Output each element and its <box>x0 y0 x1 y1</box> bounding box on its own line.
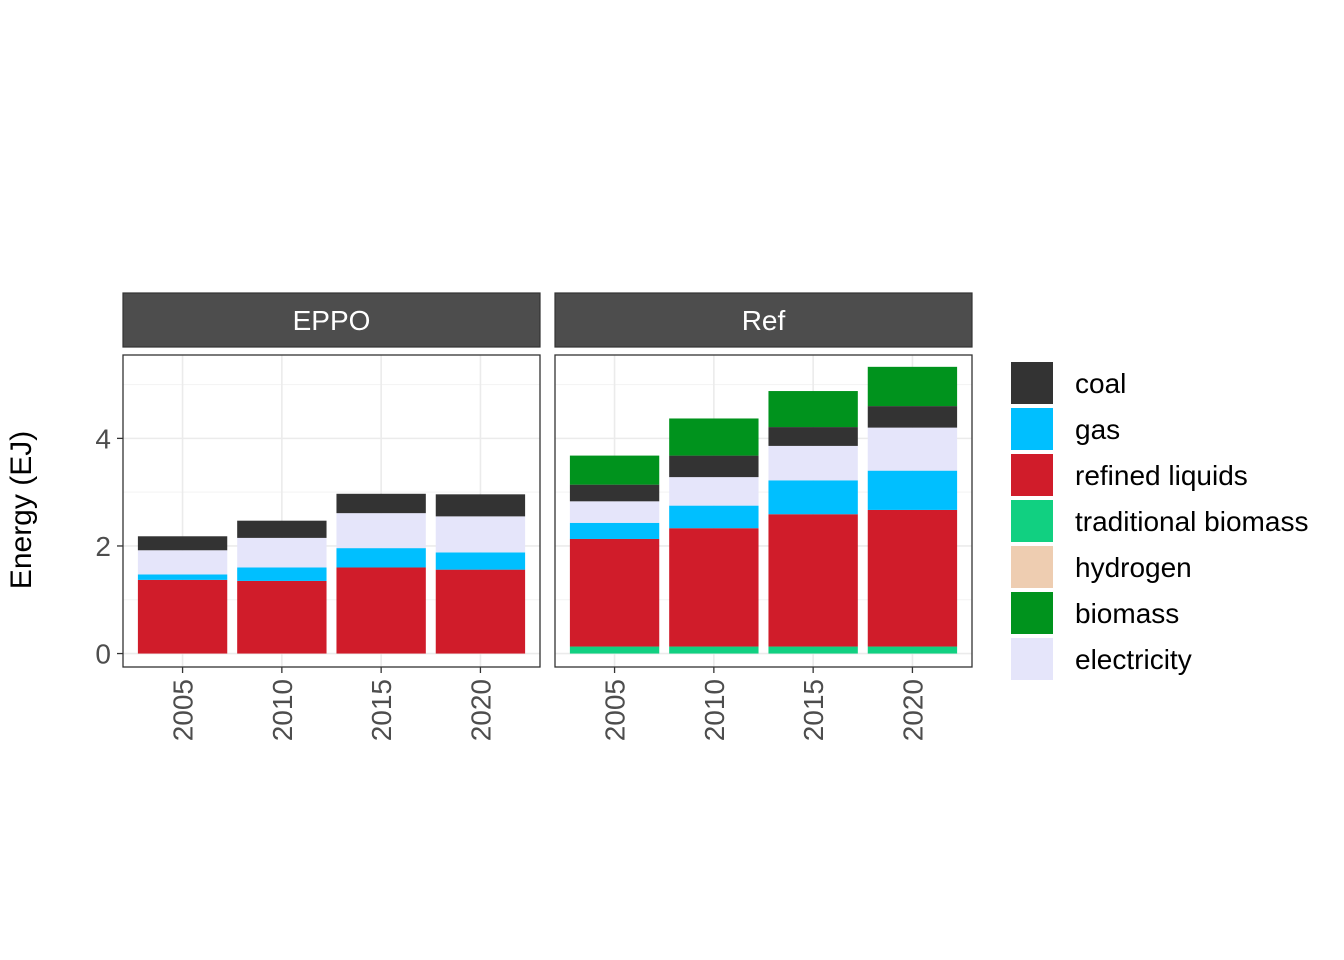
bar-segment-coal-2005 <box>569 484 660 502</box>
bar-segment-traditional-biomass-2005 <box>569 646 660 654</box>
bar-segment-electricity-2015 <box>768 445 858 481</box>
bar-segment-electricity-2020 <box>435 516 526 553</box>
bar-segment-coal-2005 <box>137 536 228 551</box>
bar-segment-refined-liquids-2010 <box>669 528 759 647</box>
bar-segment-coal-2015 <box>768 427 858 446</box>
bar-segment-gas-2020 <box>867 470 958 510</box>
bar-segment-gas-2020 <box>435 552 526 570</box>
legend-item-hydrogen: hydrogen <box>1011 546 1192 588</box>
legend-key-coal <box>1011 362 1053 404</box>
legend-key-hydrogen <box>1011 546 1053 588</box>
legend-key-traditional-biomass <box>1011 500 1053 542</box>
facet-eppo: EPPO 2005 2010 2015 2020 <box>122 292 541 741</box>
bar-segment-refined-liquids-2015 <box>768 514 858 647</box>
bar-segment-refined-liquids-2015 <box>336 567 426 654</box>
bar-segment-electricity-2015 <box>336 513 426 549</box>
bar-segment-electricity-2020 <box>867 427 958 471</box>
bar-segment-gas-2010 <box>669 505 759 529</box>
y-tick-label: 0 <box>95 639 111 670</box>
bar-segment-biomass-2010 <box>669 418 759 456</box>
bar-segment-coal-2010 <box>669 455 759 478</box>
legend-item-gas: gas <box>1011 408 1120 450</box>
bar-segment-electricity-2010 <box>237 537 327 568</box>
bar-segment-biomass-2020 <box>867 366 958 407</box>
panel-border <box>122 354 541 668</box>
bar-segment-coal-2020 <box>435 494 526 517</box>
bar-segment-gas-2015 <box>336 548 426 568</box>
y-tick-label: 4 <box>95 423 111 454</box>
legend-key-biomass <box>1011 592 1053 634</box>
facet-strip-label: EPPO <box>293 305 371 336</box>
x-tick-label: 2020 <box>897 679 928 741</box>
bar-segment-traditional-biomass-2020 <box>867 646 958 654</box>
x-tick-label: 2015 <box>798 679 829 741</box>
legend-item-biomass: biomass <box>1011 592 1179 634</box>
legend-label: coal <box>1075 368 1126 399</box>
bar-segment-coal-2015 <box>336 493 426 514</box>
bar-segment-refined-liquids-2005 <box>137 579 228 654</box>
legend-label: electricity <box>1075 644 1192 675</box>
legend: coal gas refined liquids traditional biomas… <box>1011 362 1308 680</box>
facet-strip-eppo <box>122 292 541 348</box>
legend-label: hydrogen <box>1075 552 1192 583</box>
facet-strip-ref <box>554 292 973 348</box>
bar-segment-refined-liquids-2020 <box>435 569 526 654</box>
bar-segment-refined-liquids-2005 <box>569 538 660 647</box>
facet-panels: EPPO 2005 2010 2015 2020 Ref 2005 2010 2015 2020 <box>122 292 973 741</box>
bar-segment-electricity-2010 <box>669 477 759 506</box>
y-axis: 0 2 4 <box>95 423 123 670</box>
bar-segment-biomass-2005 <box>569 455 660 485</box>
legend-key-gas <box>1011 408 1053 450</box>
bar-segment-gas-2005 <box>569 522 660 539</box>
legend-key-refined-liquids <box>1011 454 1053 496</box>
legend-label: gas <box>1075 414 1120 445</box>
legend-key-electricity <box>1011 638 1053 680</box>
bar-segment-gas-2005 <box>137 574 228 580</box>
legend-label: traditional biomass <box>1075 506 1308 537</box>
bar-segment-traditional-biomass-2015 <box>768 646 858 654</box>
bar-segment-gas-2015 <box>768 480 858 515</box>
bar-segment-electricity-2005 <box>137 550 228 575</box>
facet-strip-label: Ref <box>742 305 786 336</box>
bar-segment-coal-2010 <box>237 520 327 538</box>
legend-label: refined liquids <box>1075 460 1248 491</box>
panel-border <box>554 354 973 668</box>
x-tick-label: 2015 <box>366 679 397 741</box>
bar-segment-traditional-biomass-2010 <box>669 646 759 654</box>
bar-segment-refined-liquids-2010 <box>237 580 327 654</box>
legend-item-electricity: electricity <box>1011 638 1192 680</box>
facet-ref: Ref 2005 2010 2015 2020 <box>554 292 973 741</box>
y-tick-label: 2 <box>95 531 111 562</box>
y-axis-title: Energy (EJ) <box>5 431 38 589</box>
legend-label: biomass <box>1075 598 1179 629</box>
x-tick-label: 2020 <box>465 679 496 741</box>
legend-item-traditional-biomass: traditional biomass <box>1011 500 1308 542</box>
bar-segment-electricity-2005 <box>569 501 660 523</box>
x-tick-label: 2005 <box>168 679 199 741</box>
x-tick-label: 2010 <box>267 679 298 741</box>
x-tick-label: 2010 <box>699 679 730 741</box>
bar-segment-refined-liquids-2020 <box>867 509 958 647</box>
legend-item-coal: coal <box>1011 362 1126 404</box>
legend-item-refined-liquids: refined liquids <box>1011 454 1248 496</box>
bar-segment-coal-2020 <box>867 406 958 428</box>
bar-segment-gas-2010 <box>237 567 327 581</box>
x-tick-label: 2005 <box>600 679 631 741</box>
bar-segment-biomass-2015 <box>768 391 858 428</box>
